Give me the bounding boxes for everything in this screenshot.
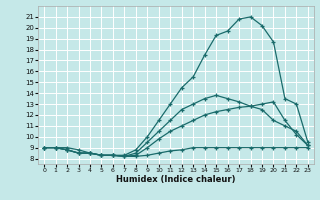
X-axis label: Humidex (Indice chaleur): Humidex (Indice chaleur) <box>116 175 236 184</box>
